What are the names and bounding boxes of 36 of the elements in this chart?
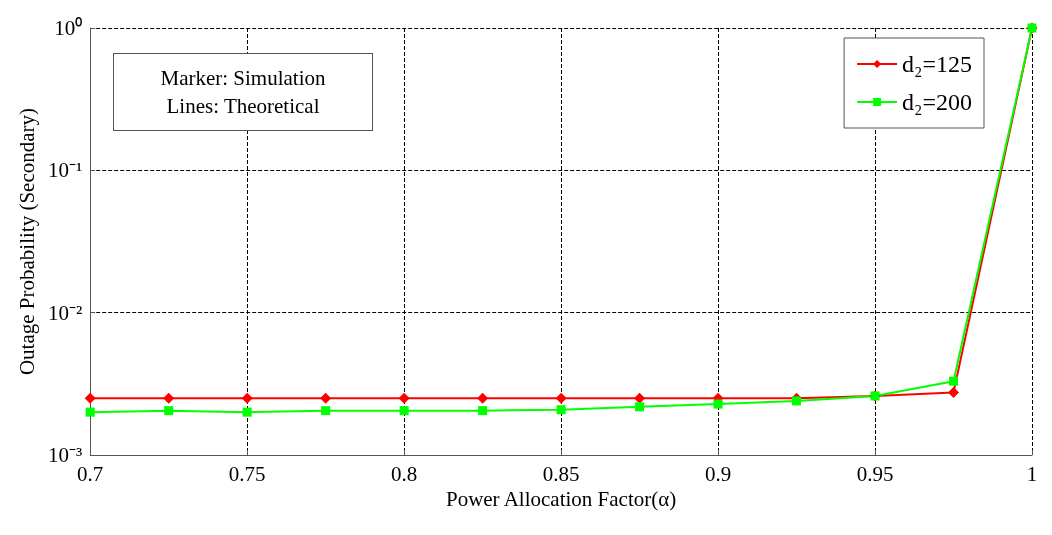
annotation: Marker: Simulation — [159, 65, 327, 92]
point — [164, 406, 174, 416]
x-tick-label: 0.85 — [542, 461, 580, 486]
note-box: Marker: Simulation Lines: Theoretical — [113, 53, 373, 131]
x-axis-title: Power Allocation Factor(α) — [445, 487, 677, 512]
y-axis-title: Outage Probability (Secondary) — [14, 107, 39, 376]
point — [635, 402, 645, 412]
x-tick-label: 0.75 — [228, 461, 266, 486]
annotation: Lines: Theoretical — [165, 93, 321, 120]
point — [478, 406, 488, 416]
x-tick-label: 0.9 — [704, 461, 732, 486]
legend-label: d₂=200 — [902, 89, 972, 115]
point — [84, 392, 96, 404]
y-tick-label: 10⁰ — [54, 16, 83, 40]
point — [399, 406, 409, 416]
point — [949, 376, 959, 386]
point — [477, 392, 489, 404]
point — [320, 392, 332, 404]
point — [163, 392, 175, 404]
point — [948, 386, 960, 398]
y-tick-label: 10⁻¹ — [47, 158, 83, 183]
point — [85, 407, 95, 417]
point — [792, 396, 802, 406]
point — [241, 392, 253, 404]
y-tick-label: 10⁻² — [47, 300, 83, 325]
x-tick-label: 0.95 — [856, 461, 894, 486]
point — [555, 392, 567, 404]
point — [713, 399, 723, 409]
x-tick-label: 0.8 — [391, 461, 418, 486]
point — [398, 392, 410, 404]
point — [321, 406, 331, 416]
x-tick-label: 1 — [1026, 461, 1038, 486]
legend-label: d₂=125 — [902, 51, 972, 77]
point — [634, 392, 646, 404]
point — [556, 405, 566, 415]
point — [242, 407, 252, 417]
